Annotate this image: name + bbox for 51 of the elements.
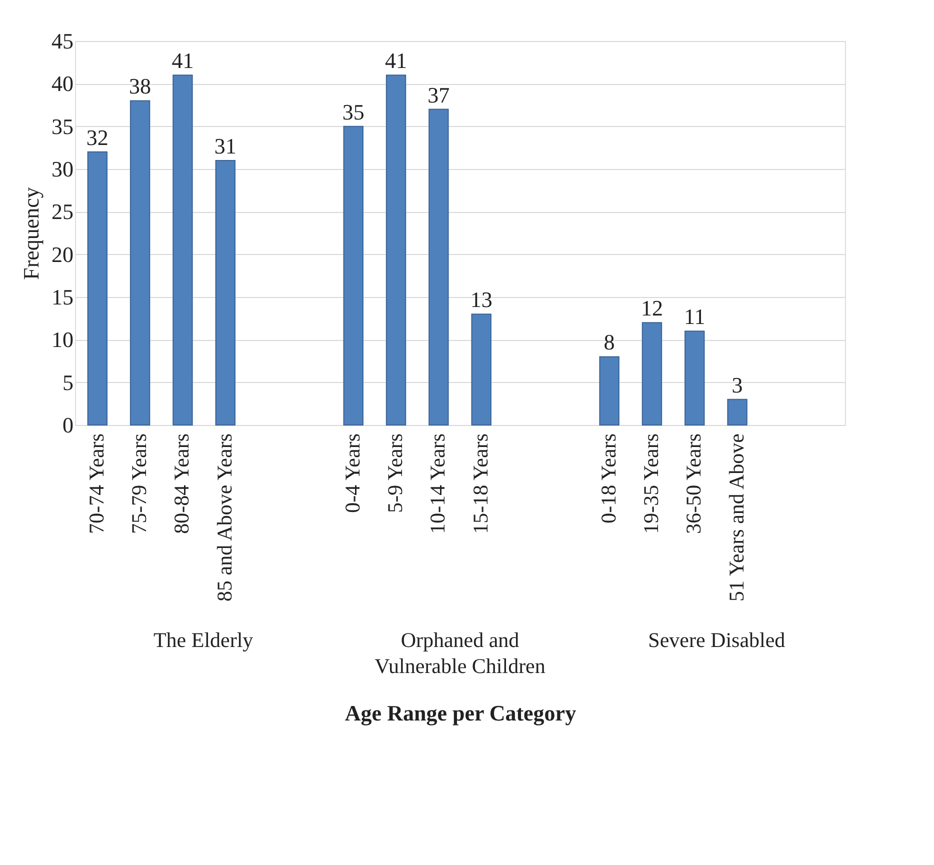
bar [130,100,150,426]
bar [599,356,620,426]
bar [87,151,108,426]
y-tick-label: 15 [52,284,74,310]
x-tick-label: 0-4 Years [340,434,364,513]
x-tick-label: 36-50 Years [682,434,706,534]
x-tick-label: 75-79 Years [127,434,152,534]
text: Orphaned and Vulnerable Children [374,628,546,678]
y-tick-label: 10 [52,327,74,352]
y-tick-label: 30 [52,156,74,182]
data-label: 8 [604,330,615,355]
y-tick-label: 25 [52,199,74,224]
y-tick-label: 20 [52,242,74,267]
y-tick-label: 40 [52,71,74,96]
data-label: 13 [470,287,492,312]
x-tick-label: 51 Years and Above [724,434,748,602]
bar [215,160,236,426]
data-label: 11 [684,304,706,330]
text: The Elderly [153,628,254,652]
data-label: 32 [86,124,108,150]
x-tick-label: 19-35 Years [638,434,663,534]
bar [471,314,492,426]
y-tick-label: 0 [62,412,74,438]
x-tick-label: 80-84 Years [170,434,194,534]
bar [727,398,748,426]
text: Severe Disabled [648,628,786,652]
bar [386,74,406,426]
data-label: 38 [129,74,152,99]
x-tick-label: 10-14 Years [426,434,450,534]
bar [343,126,364,426]
x-tick-label: 85 and Above Years [212,434,236,602]
data-label: 31 [214,133,236,158]
bar [172,74,193,426]
y-tick-label: 45 [52,28,74,54]
x-tick-label: 0-18 Years [596,434,620,524]
data-label: 35 [342,99,364,124]
data-label: 37 [428,82,450,108]
data-label: 41 [385,48,408,74]
x-axis-title: Age Range per Category [344,700,576,726]
data-label: 12 [640,296,663,321]
y-axis-title: Frequency [18,187,44,280]
data-label: 3 [732,372,743,398]
x-tick-label: 70-74 Years [84,434,108,534]
y-tick-label: 5 [62,370,74,395]
bar [684,330,705,426]
x-tick-label: 5-9 Years [383,434,408,513]
y-tick-label: 35 [52,114,74,139]
bar [428,108,449,426]
data-label: 41 [172,48,194,74]
x-tick-label: 15-18 Years [468,434,492,534]
bar [642,322,662,426]
